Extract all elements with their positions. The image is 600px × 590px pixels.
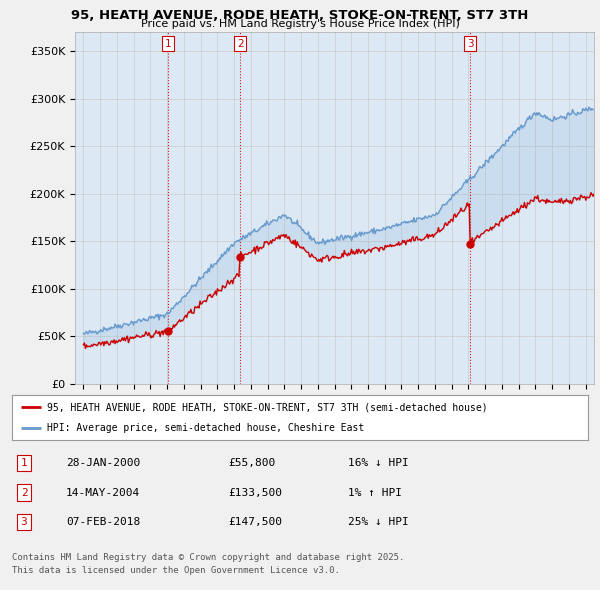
Text: 95, HEATH AVENUE, RODE HEATH, STOKE-ON-TRENT, ST7 3TH (semi-detached house): 95, HEATH AVENUE, RODE HEATH, STOKE-ON-T…	[47, 402, 487, 412]
Text: 07-FEB-2018: 07-FEB-2018	[66, 517, 140, 527]
Text: 28-JAN-2000: 28-JAN-2000	[66, 458, 140, 468]
Text: 95, HEATH AVENUE, RODE HEATH, STOKE-ON-TRENT, ST7 3TH: 95, HEATH AVENUE, RODE HEATH, STOKE-ON-T…	[71, 9, 529, 22]
Text: 1: 1	[20, 458, 28, 468]
Text: This data is licensed under the Open Government Licence v3.0.: This data is licensed under the Open Gov…	[12, 566, 340, 575]
Text: 3: 3	[20, 517, 28, 527]
Text: 1% ↑ HPI: 1% ↑ HPI	[348, 488, 402, 497]
Text: 3: 3	[467, 39, 473, 49]
Text: HPI: Average price, semi-detached house, Cheshire East: HPI: Average price, semi-detached house,…	[47, 422, 364, 432]
Text: 1: 1	[165, 39, 172, 49]
Text: 16% ↓ HPI: 16% ↓ HPI	[348, 458, 409, 468]
Text: £147,500: £147,500	[228, 517, 282, 527]
Text: 14-MAY-2004: 14-MAY-2004	[66, 488, 140, 497]
Text: 2: 2	[20, 488, 28, 497]
Text: £133,500: £133,500	[228, 488, 282, 497]
Text: Contains HM Land Registry data © Crown copyright and database right 2025.: Contains HM Land Registry data © Crown c…	[12, 553, 404, 562]
Text: Price paid vs. HM Land Registry's House Price Index (HPI): Price paid vs. HM Land Registry's House …	[140, 19, 460, 30]
Text: 25% ↓ HPI: 25% ↓ HPI	[348, 517, 409, 527]
Text: £55,800: £55,800	[228, 458, 275, 468]
Text: 2: 2	[237, 39, 244, 49]
